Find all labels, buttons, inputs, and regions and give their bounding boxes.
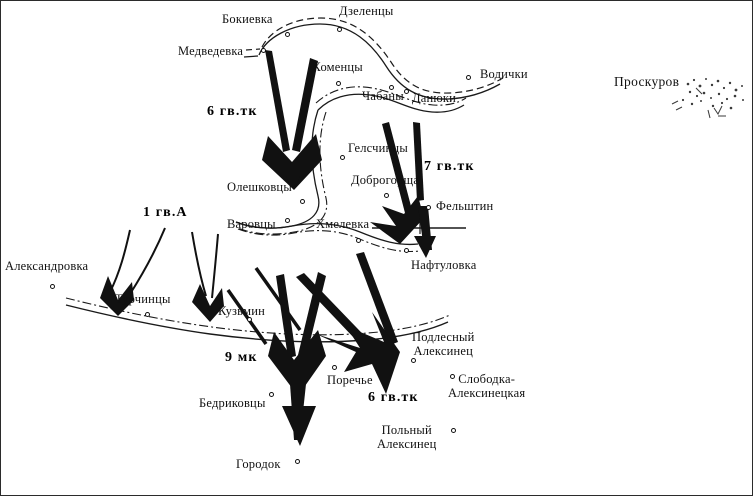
settlement-label: Гелсчинцы: [348, 141, 408, 155]
settlement-dot: [389, 85, 394, 90]
settlement-dot: [384, 193, 389, 198]
settlement-dot: [466, 75, 471, 80]
settlement-label: Бедриковцы: [199, 396, 266, 410]
city-symbol-stipple: [671, 78, 744, 119]
settlement-dot: [411, 358, 416, 363]
advance-arrow-7gtk: [370, 122, 436, 258]
settlement-label: Подлесный Алексинец: [412, 330, 475, 358]
settlement-dot: [426, 205, 431, 210]
settlement-label: Хмелевка: [316, 217, 370, 231]
unit-formation-label: 9 мк: [225, 350, 258, 365]
settlement-label: Городок: [236, 457, 281, 471]
city-label-proskurov: Проскуров: [614, 74, 680, 89]
settlement-dot: [285, 32, 290, 37]
settlement-dot: [247, 317, 252, 322]
unit-formation-label: 1 гв.А: [143, 205, 188, 220]
settlement-dot: [300, 199, 305, 204]
settlement-label: Польный Алексинец: [377, 423, 437, 451]
settlement-label: Доброгорща: [351, 173, 420, 187]
settlement-dot: [145, 312, 150, 317]
settlement-label: Александровка: [5, 259, 89, 273]
settlement-label: Варовцы: [227, 217, 276, 231]
settlement-label: Медведевка: [178, 44, 244, 58]
settlement-label: Поречье: [327, 373, 373, 387]
settlement-label: Турчинцы: [115, 292, 171, 306]
settlement-dot: [340, 155, 345, 160]
settlement-dot: [451, 428, 456, 433]
unit-formation-label: 7 гв.тк: [424, 159, 475, 174]
settlement-label: Дзеленцы: [339, 4, 394, 18]
settlement-label: Слободка- Алексинецкая: [448, 372, 526, 400]
settlement-label: Нафтуловка: [411, 258, 477, 272]
unit-formation-label: 6 гв.тк: [207, 104, 258, 119]
advance-arrow-1ga-left: [100, 227, 166, 316]
settlement-dot: [356, 238, 361, 243]
advance-arrow-1ga-right: [191, 231, 224, 322]
settlement-dot: [450, 374, 455, 379]
settlement-label: Бокиевка: [222, 12, 273, 26]
settlement-label: Олешковцы: [227, 180, 292, 194]
settlement-label: Хоменцы: [312, 60, 363, 74]
settlement-dot: [295, 459, 300, 464]
settlement-dot: [332, 365, 337, 370]
settlement-dot: [336, 81, 341, 86]
settlement-dot: [269, 392, 274, 397]
front-line-north: [243, 17, 504, 100]
settlement-dot: [50, 284, 55, 289]
settlement-dot: [404, 248, 409, 253]
settlement-dot: [285, 218, 290, 223]
settlement-label: Чабаны: [362, 89, 404, 103]
settlement-dot: [337, 27, 342, 32]
settlement-label: Фельштин: [436, 199, 494, 213]
advance-arrow-6gtk-north: [262, 50, 322, 190]
front-line-south: [65, 297, 451, 343]
unit-formation-label: 6 гв.тк: [368, 390, 419, 405]
settlement-label: Водички: [480, 67, 528, 81]
settlement-label: Кузьмин: [218, 304, 265, 318]
settlement-label: Данюки: [412, 91, 457, 105]
settlement-dot: [261, 48, 266, 53]
front-line-chabany: [315, 86, 467, 113]
advance-arrow-6gtk-south: [296, 252, 400, 394]
settlement-dot: [404, 89, 409, 94]
